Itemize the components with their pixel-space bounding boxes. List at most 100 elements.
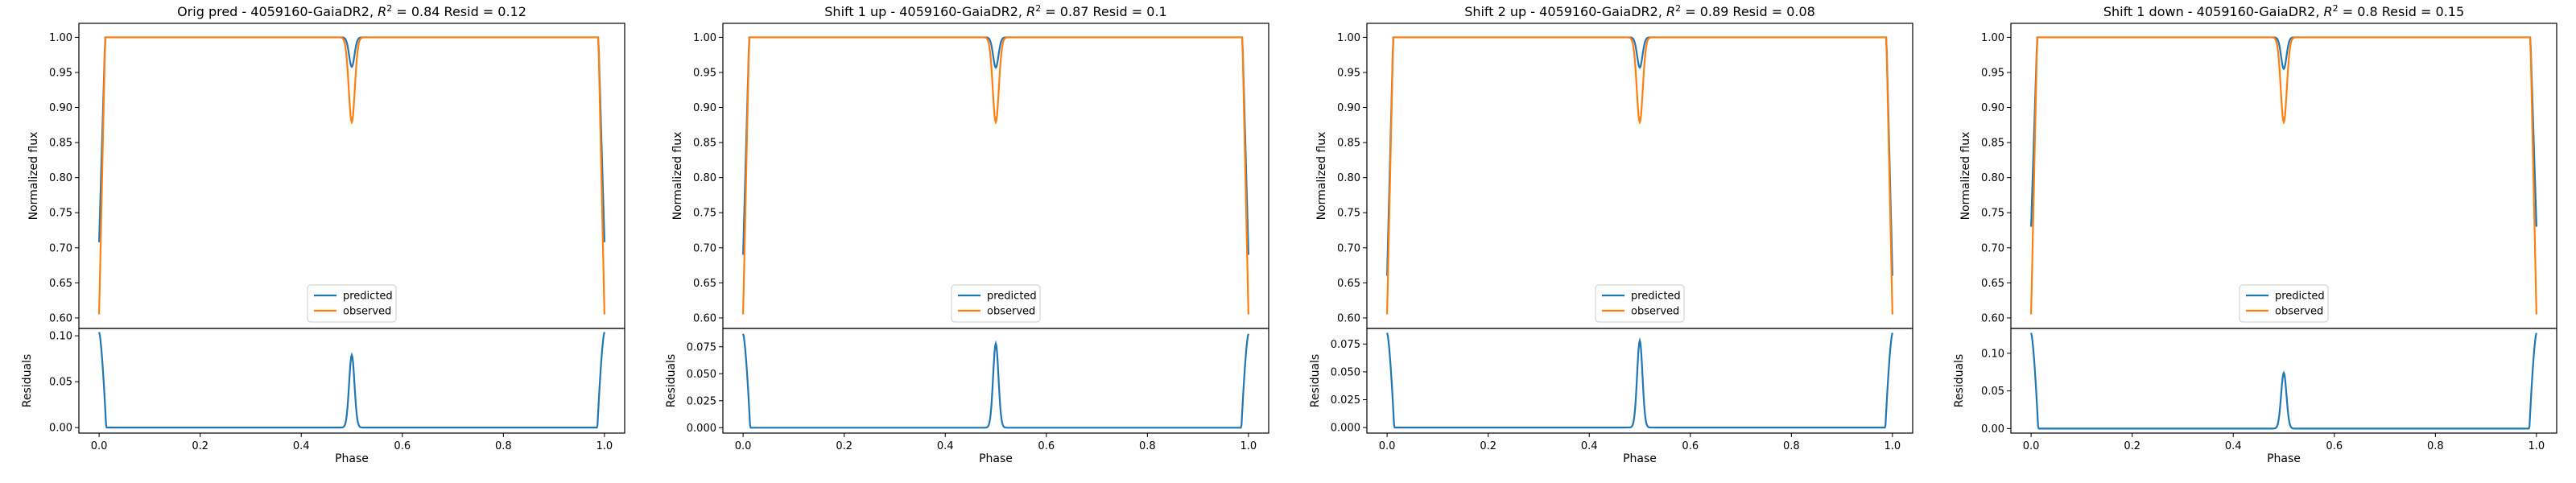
xtick-label: 0.4 [937,440,954,452]
title-prefix: Orig pred - 4059160-GaiaDR2, [177,4,378,19]
title-r: R [2324,4,2333,19]
residual-axis-label: Residuals [21,354,34,407]
x-axis-label: Phase [2267,452,2301,465]
xtick-label: 0.0 [1379,440,1396,452]
legend: predicted observed [2239,284,2329,323]
flux-ytick-label: 0.95 [49,67,72,79]
legend-box [2239,284,2329,323]
subplot-3: Shift 2 up - 4059160-GaiaDR2, R2 = 0.89 … [1309,3,1913,465]
flux-ytick-label: 0.60 [1981,312,2004,324]
xtick-label: 0.0 [2023,440,2040,452]
flux-ytick-label: 0.75 [1981,208,2004,220]
legend-label-observed: observed [2275,306,2323,318]
legend-box [951,284,1041,323]
flux-axes-frame [78,23,625,329]
legend-label-observed: observed [343,306,391,318]
flux-ytick-label: 0.80 [1337,172,1360,184]
flux-ytick-label: 0.95 [1337,67,1360,79]
flux-ytick-label: 0.90 [1337,102,1360,114]
xtick-label: 0.8 [1139,440,1156,452]
residual-axes-frame [2010,328,2557,434]
flux-ytick-label: 0.75 [1337,208,1360,220]
xtick-label: 0.2 [192,440,208,452]
predicted-line [1386,36,1893,276]
predicted-line [2030,36,2537,227]
residual-line [1386,332,1893,429]
xtick-label: 1.0 [1885,440,1901,452]
observed-line [2030,36,2537,315]
flux-ytick-label: 0.70 [49,242,72,254]
residual-ytick-label: 0.00 [49,423,72,435]
predicted-line [98,36,605,242]
legend: predicted observed [307,284,397,323]
flux-ytick-label: 0.60 [1337,312,1360,324]
residual-axes-frame [78,328,625,434]
legend-label-predicted: predicted [1631,291,1681,303]
legend-label-predicted: predicted [2275,291,2325,303]
title-superscript: 2 [386,3,392,14]
observed-line [1386,36,1893,315]
title-superscript: 2 [1675,3,1681,14]
title-r: R [1666,4,1675,19]
x-axis-label: Phase [335,452,369,465]
xtick-label: 0.8 [1783,440,1800,452]
flux-axis-label: Normalized flux [1959,132,1972,221]
residual-ytick-label: 0.050 [687,369,716,381]
legend: predicted observed [951,284,1041,323]
title-rest: = 0.8 Resid = 0.15 [2339,4,2465,19]
flux-ytick-label: 0.85 [1981,138,2004,150]
residual-line [2030,332,2537,430]
x-axis-label: Phase [1623,452,1657,465]
subplot-1: Orig pred - 4059160-GaiaDR2, R2 = 0.84 R… [21,3,625,465]
subplot-2: Shift 1 up - 4059160-GaiaDR2, R2 = 0.87 … [665,3,1269,465]
residual-ytick-label: 0.00 [1981,423,2004,436]
xtick-label: 0.4 [2225,440,2242,452]
flux-axis-label: Normalized flux [1315,132,1328,221]
flux-ytick-label: 0.85 [49,138,72,150]
xtick-label: 0.6 [1038,440,1055,452]
chart-title: Shift 2 up - 4059160-GaiaDR2, R2 = 0.89 … [1464,3,1815,19]
flux-ytick-label: 0.75 [693,208,716,220]
title-superscript: 2 [1035,3,1041,14]
observed-line [742,36,1249,315]
flux-ytick-label: 0.70 [1981,242,2004,254]
residual-ytick-label: 0.05 [49,377,72,389]
title-rest: = 0.89 Resid = 0.08 [1681,4,1815,19]
xtick-label: 0.0 [735,440,752,452]
flux-ytick-label: 0.60 [49,312,72,324]
xtick-label: 0.6 [394,440,411,452]
flux-ytick-label: 0.65 [1337,278,1360,290]
flux-ytick-label: 1.00 [49,32,72,44]
residual-ytick-label: 0.10 [49,331,72,343]
chart-title: Orig pred - 4059160-GaiaDR2, R2 = 0.84 R… [177,3,526,19]
residual-ytick-label: 0.05 [1981,386,2004,398]
xtick-label: 1.0 [597,440,613,452]
chart-title: Shift 1 up - 4059160-GaiaDR2, R2 = 0.87 … [824,3,1166,19]
residual-axes-frame [1366,328,1913,434]
flux-ytick-label: 0.70 [693,242,716,254]
residual-ytick-label: 0.025 [1331,394,1360,407]
xtick-label: 0.2 [2124,440,2140,452]
flux-ytick-label: 0.60 [693,312,716,324]
xtick-label: 0.0 [91,440,108,452]
residual-axes-frame [722,328,1269,434]
title-prefix: Shift 1 up - 4059160-GaiaDR2, [824,4,1026,19]
flux-ytick-label: 0.75 [49,208,72,220]
flux-ytick-label: 0.70 [1337,242,1360,254]
residual-line [98,332,605,429]
xtick-label: 0.2 [1480,440,1496,452]
flux-ytick-label: 0.90 [1981,102,2004,114]
title-r: R [378,4,386,19]
residual-ytick-label: 0.10 [1981,348,2004,360]
xtick-label: 1.0 [2529,440,2545,452]
residual-ytick-label: 0.000 [687,423,716,435]
flux-ytick-label: 0.80 [49,172,72,184]
flux-ytick-label: 0.95 [693,67,716,79]
flux-ytick-label: 0.80 [693,172,716,184]
flux-ytick-label: 0.65 [49,278,72,290]
residual-axis-label: Residuals [1309,354,1322,407]
legend-box [307,284,397,323]
residual-ytick-label: 0.050 [1331,366,1360,378]
legend-label-observed: observed [1631,306,1679,318]
